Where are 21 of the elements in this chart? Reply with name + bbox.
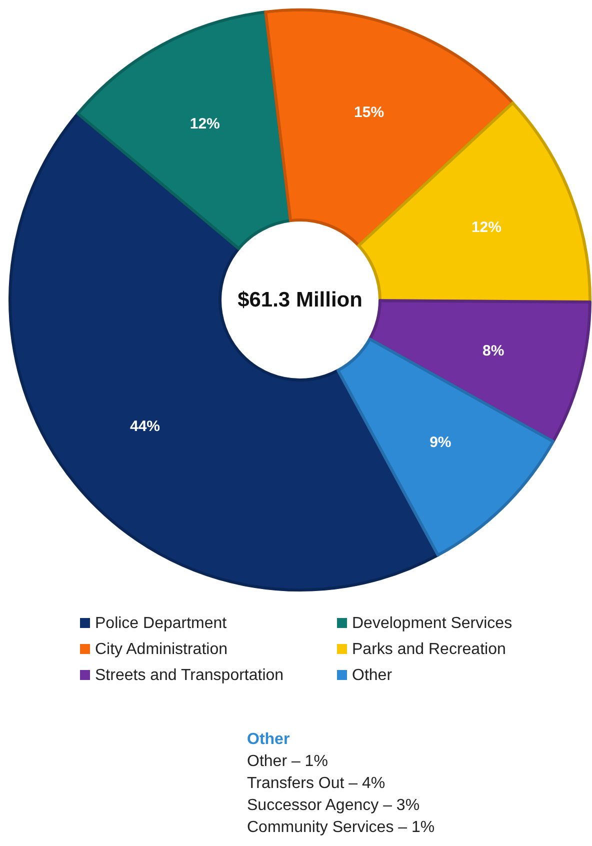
text: $61.3 Million	[238, 288, 362, 312]
data-label: 44%	[130, 418, 160, 435]
donut-slice	[264, 8, 514, 248]
legend-label: Other	[352, 667, 393, 684]
text: Other – 1%	[247, 753, 328, 770]
text: Successor Agency – 3%	[247, 797, 420, 814]
donut-slice	[336, 338, 555, 557]
legend-label: Parks and Recreation	[352, 641, 506, 658]
data-label: 12%	[471, 219, 502, 236]
legend-label: Streets and Transportation	[95, 667, 284, 684]
legend-label: City Administration	[95, 641, 228, 658]
text: Community Services – 1%	[247, 819, 435, 836]
legend-label: Police Department	[95, 615, 228, 632]
data-label: 15%	[354, 104, 384, 121]
text: Other	[247, 731, 290, 748]
text: Transfers Out – 4%	[247, 775, 386, 792]
data-label: 12%	[190, 116, 220, 133]
data-label: 9%	[430, 434, 452, 451]
legend-label: Development Services	[352, 615, 512, 632]
donut-slice	[76, 10, 292, 250]
data-label: 8%	[482, 342, 504, 360]
